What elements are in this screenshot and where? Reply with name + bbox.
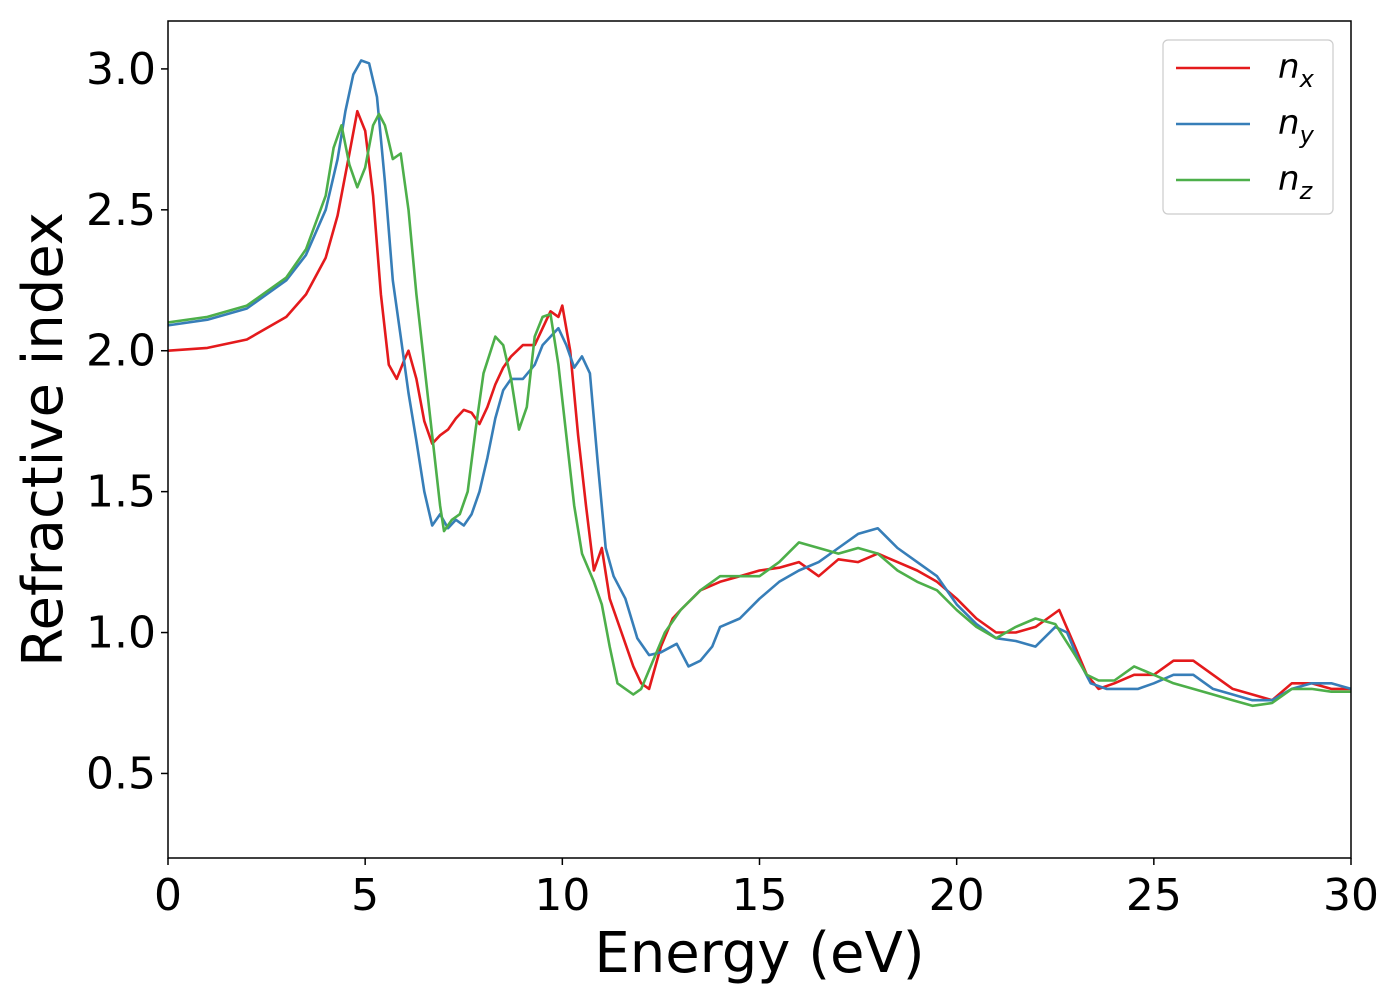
series-line-n-y: [168, 59, 1351, 702]
y-tick-label: 2.5: [86, 185, 156, 236]
legend-box: [1162, 39, 1334, 215]
y-tick-label: 0.5: [86, 748, 156, 799]
y-tick-label: 3.0: [86, 44, 156, 95]
x-tick-label: 20: [929, 870, 985, 921]
x-tick-label: 15: [732, 870, 788, 921]
x-tick-label: 0: [154, 870, 182, 921]
y-tick-label: 1.0: [86, 608, 156, 659]
legend-label: ny: [1278, 103, 1315, 149]
x-tick-label: 25: [1126, 870, 1182, 921]
y-axis: 0.5 1.0 1.5 2.0 2.5 3.0: [86, 44, 168, 799]
x-tick-label: 30: [1323, 870, 1379, 921]
x-axis: 0 5 10 15 20 25 30: [154, 858, 1379, 921]
legend-label: nz: [1278, 159, 1314, 205]
y-tick-label: 2.0: [86, 326, 156, 377]
x-axis-title: Energy (eV): [594, 921, 924, 986]
x-tick-label: 5: [351, 870, 379, 921]
series-line-n-z: [168, 112, 1351, 708]
x-tick-label: 10: [534, 870, 590, 921]
legend: nx ny nz: [1162, 39, 1334, 215]
y-tick-label: 1.5: [86, 467, 156, 518]
y-axis-title: Refractive index: [11, 212, 76, 667]
plot-lines: [168, 59, 1351, 708]
legend-label: nx: [1278, 47, 1315, 93]
